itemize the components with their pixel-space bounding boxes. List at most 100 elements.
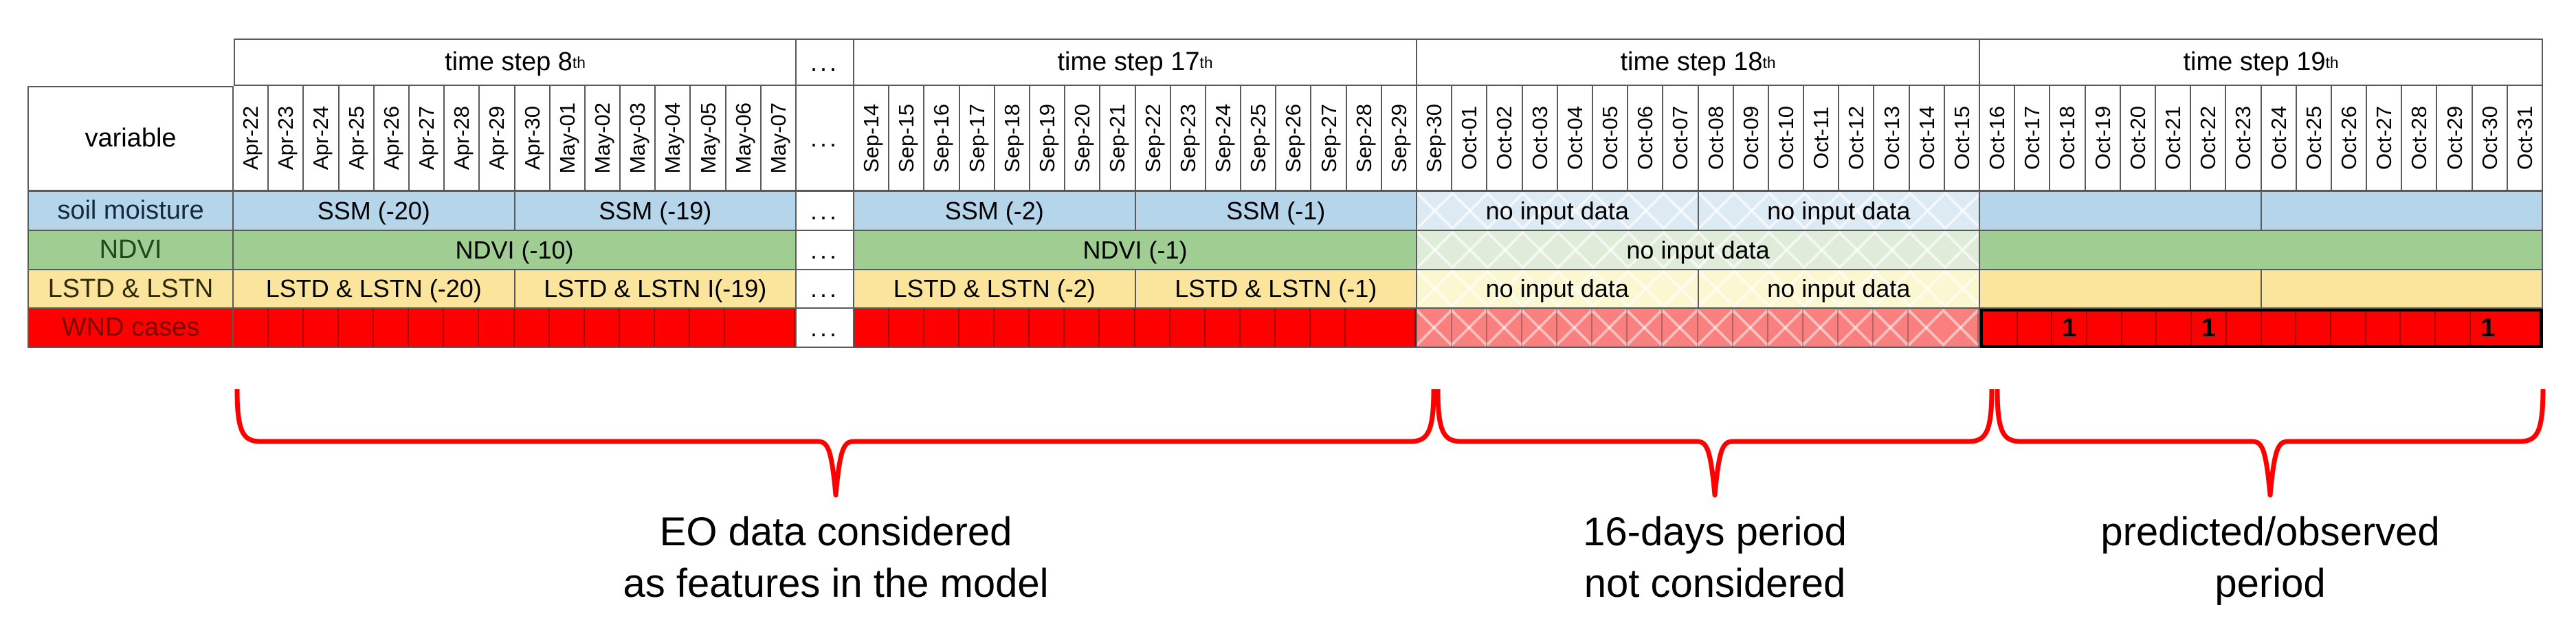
date-label: Apr-28	[449, 105, 474, 171]
date-label: Apr-22	[238, 105, 263, 171]
lstd-no-input-data-cell-1: no input data	[1417, 270, 1699, 309]
wnd-day-cell	[1206, 309, 1241, 347]
date-label: Apr-23	[274, 105, 298, 171]
wnd-day-cell	[995, 309, 1030, 347]
date-cell: Oct-04	[1557, 86, 1593, 192]
date-label: Sep-21	[1105, 103, 1130, 173]
date-label: Sep-15	[894, 103, 919, 173]
wnd-day-cell-no-data	[1698, 309, 1733, 347]
wnd-case-count-cell: 1	[2192, 312, 2227, 345]
date-cell: Oct-11	[1804, 86, 1840, 192]
ellipsis-ndvi-cell: ...	[797, 231, 854, 270]
date-label: May-03	[625, 102, 650, 174]
annotation-16-days: 16-days period not considered	[1371, 506, 2058, 610]
ndvi-predicted-cell	[1980, 231, 2543, 270]
annotation-eo-data: EO data considered as features in the mo…	[458, 506, 1214, 610]
date-cell: Oct-01	[1452, 86, 1488, 192]
date-cell: Oct-12	[1839, 86, 1875, 192]
lstd-minus-1-cell: LSTD & LSTN (-1)	[1135, 270, 1417, 309]
wnd-day-cell	[725, 309, 760, 347]
date-label: Sep-24	[1210, 103, 1235, 173]
date-cell: Apr-24	[304, 86, 340, 192]
date-cell: Apr-22	[234, 86, 269, 192]
corner-blank-cell	[27, 39, 234, 86]
wnd-case-count-cell	[2401, 312, 2436, 345]
wnd-day-cell	[1030, 309, 1065, 347]
wnd-case-count-cell	[2157, 312, 2192, 345]
wnd-day-cell	[269, 309, 304, 347]
date-label: Oct-25	[2301, 105, 2326, 171]
date-label: Sep-18	[999, 103, 1024, 173]
date-label: Apr-26	[379, 105, 403, 171]
date-label: Oct-08	[1703, 105, 1728, 171]
date-label: Oct-18	[2055, 105, 2080, 171]
time-step-18-label: time step 18	[1620, 47, 1763, 76]
wnd-day-cell-no-data	[1487, 309, 1523, 347]
soil-predicted-cell-1	[1980, 192, 2262, 231]
date-label: Sep-16	[929, 103, 954, 173]
date-label: Oct-12	[1844, 105, 1869, 171]
wnd-day-cell	[854, 309, 890, 347]
wnd-day-cell	[585, 309, 620, 347]
ssm-minus-20-cell: SSM (-20)	[234, 192, 515, 231]
date-label: Oct-04	[1562, 105, 1587, 171]
wnd-day-cell	[409, 309, 445, 347]
lstd-minus-20-cell: LSTD & LSTN (-20)	[234, 270, 515, 309]
date-cell: Oct-10	[1768, 86, 1805, 192]
wnd-day-cell	[620, 309, 655, 347]
annotation-line: predicted/observed	[2100, 510, 2440, 554]
ellipsis-soil-cell: ...	[797, 192, 854, 231]
date-label: Sep-27	[1316, 103, 1341, 173]
wnd-day-cell	[924, 309, 960, 347]
date-label: May-01	[555, 102, 579, 174]
wnd-day-cell-no-data	[1733, 309, 1768, 347]
date-label: Oct-23	[2231, 105, 2256, 171]
variable-header-cell: variable	[27, 86, 234, 192]
date-cell: Sep-21	[1100, 86, 1136, 192]
wnd-case-count-cell	[2296, 312, 2331, 345]
soil-no-input-data-cell-2: no input data	[1698, 192, 1980, 231]
date-label: Oct-27	[2372, 105, 2397, 171]
wnd-day-cell-no-data	[1522, 309, 1558, 347]
date-cell: Oct-22	[2191, 86, 2227, 192]
date-label: Sep-17	[964, 103, 989, 173]
lstd-predicted-cell-1	[1980, 270, 2262, 309]
date-cell: Sep-28	[1346, 86, 1382, 192]
date-cell: May-01	[550, 86, 586, 192]
annotation-line: EO data considered	[659, 510, 1012, 554]
date-cell: Sep-30	[1417, 86, 1453, 192]
date-cell: Oct-05	[1592, 86, 1629, 192]
lstd-minus-2-cell: LSTD & LSTN (-2)	[854, 270, 1136, 309]
date-cell: Sep-23	[1170, 86, 1206, 192]
annotation-line: 16-days period	[1583, 510, 1847, 554]
date-cell: Sep-18	[995, 86, 1030, 192]
date-cell: Apr-27	[409, 86, 445, 192]
wnd-day-cell	[690, 309, 725, 347]
date-cell: May-04	[656, 86, 691, 192]
wnd-day-cell	[655, 309, 690, 347]
date-label: Oct-09	[1738, 105, 1763, 171]
brace-predicted	[1995, 389, 2546, 498]
row-label-lstd-lstn: LSTD & LSTN	[27, 270, 234, 309]
date-cell: Oct-23	[2226, 86, 2262, 192]
date-label: Oct-30	[2477, 105, 2502, 171]
soil-no-input-data-cell-1: no input data	[1417, 192, 1699, 231]
annotation-predicted: predicted/observed period	[1927, 506, 2576, 610]
ssm-minus-19-cell: SSM (-19)	[515, 192, 797, 231]
date-label: Oct-07	[1668, 105, 1693, 171]
wnd-day-cell	[1381, 309, 1416, 347]
wnd-day-cell	[1346, 309, 1381, 347]
date-label: Oct-21	[2161, 105, 2186, 171]
wnd-day-cell	[374, 309, 410, 347]
wnd-day-cell	[1170, 309, 1206, 347]
wnd-day-cell-no-data	[1873, 309, 1909, 347]
wnd-day-cell-no-data	[1943, 309, 1979, 347]
date-cell: Sep-24	[1206, 86, 1242, 192]
wnd-day-cell	[1276, 309, 1311, 347]
wnd-day-cell-no-data	[1628, 309, 1663, 347]
